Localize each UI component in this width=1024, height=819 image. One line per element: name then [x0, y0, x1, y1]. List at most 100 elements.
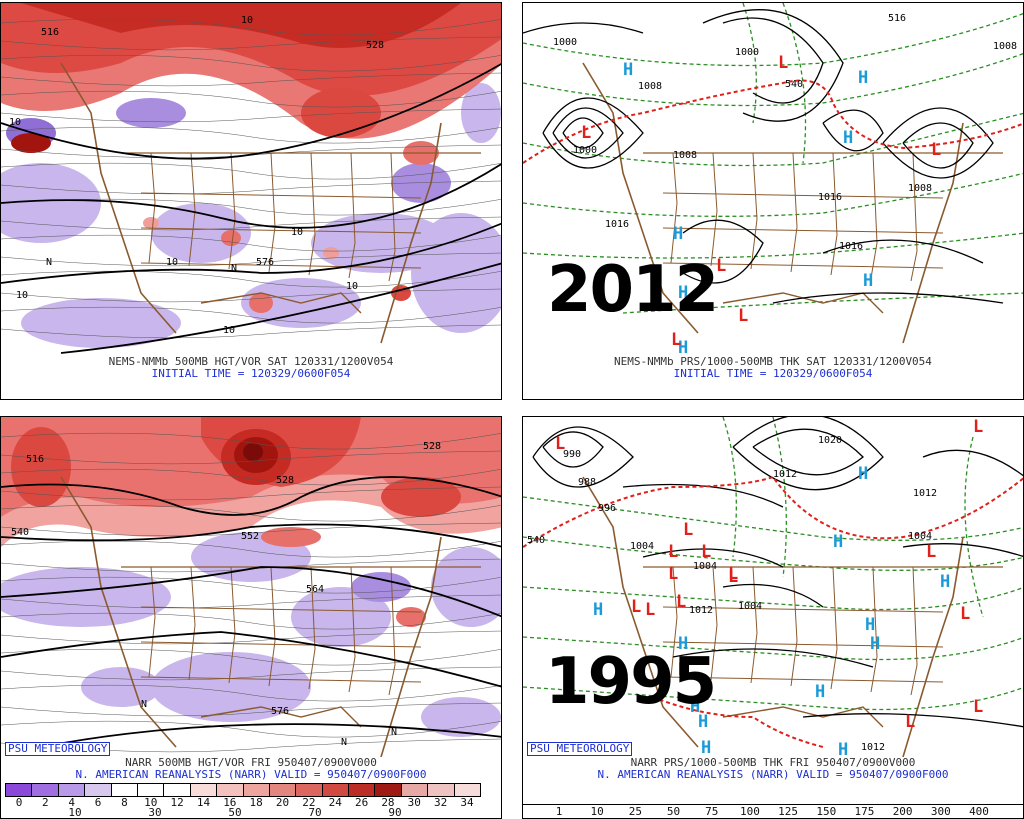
precip-tick-label: 25 [628, 805, 642, 818]
state-border [228, 152, 236, 270]
vorticity-contour [1, 720, 501, 738]
isobar-label: 1008 [908, 183, 932, 194]
vorticity-scale-swatch [217, 784, 244, 796]
state-border [388, 566, 396, 696]
vorticity-contour [1, 108, 501, 123]
state-border [308, 152, 316, 276]
contour-label: 516 [41, 27, 59, 38]
precip-scale-line [523, 804, 1023, 805]
negative-vorticity-region [351, 572, 411, 602]
isobar-label: 996 [598, 503, 616, 514]
state-border [790, 566, 798, 687]
thickness-contour [523, 686, 1023, 711]
vorticity-contour [1, 252, 501, 267]
panel-bottom-right-pressure-thickness: H H H H H H H H H H H H H L L L L L L L L L L L L L L L 990 988 996 102… [522, 416, 1024, 819]
state-border [662, 262, 944, 269]
low-pressure-symbol: L [676, 592, 686, 612]
vorticity-contour [1, 324, 501, 339]
isobar [682, 219, 764, 284]
isobar [552, 107, 624, 159]
high-pressure-symbol: H [678, 283, 688, 303]
isobar [802, 713, 1023, 728]
vorticity-tick-label: 30 [407, 796, 421, 809]
vorticity-contour [1, 594, 501, 609]
vorticity-lower-tick-label: 30 [148, 806, 162, 819]
state-border [140, 262, 422, 269]
540-thickness-line [523, 475, 1023, 548]
negative-vorticity-region [391, 163, 451, 203]
high-pressure-symbol: H [815, 682, 825, 702]
vorticity-tick-label: 26 [354, 796, 369, 809]
vorticity-lower-tick-label: 70 [308, 806, 322, 819]
vorticity-tick-label: 8 [121, 796, 128, 809]
east-coast-line [380, 122, 442, 344]
high-pressure-symbol: H [678, 660, 688, 680]
negative-vorticity-region [151, 203, 251, 263]
precip-tick-label: 200 [892, 805, 913, 818]
low-pressure-symbol: L [716, 256, 726, 276]
caption-top-right-line1: NEMS-NMMb PRS/1000-500MB THK SAT 120331/… [614, 355, 932, 368]
vorticity-contour [1, 234, 501, 252]
low-pressure-symbol: L [931, 140, 941, 160]
state-border [268, 152, 276, 273]
contour-label: 564 [306, 584, 324, 595]
negative-vorticity-region [411, 213, 501, 333]
low-pressure-symbol: L [701, 542, 711, 562]
negative-vorticity-region [116, 98, 186, 128]
state-border [140, 192, 422, 199]
isobar-label: 1000 [735, 47, 759, 58]
vorticity-contour [1, 612, 501, 630]
thickness-contour [722, 417, 737, 558]
contour-label: 576 [271, 706, 289, 717]
isobar [752, 428, 864, 476]
high-pressure-symbol: H [858, 68, 868, 88]
state-border [662, 676, 944, 683]
vorticity-tick-label: 24 [328, 796, 342, 809]
low-pressure-symbol: L [926, 542, 936, 562]
contour-label: 10 [346, 281, 358, 292]
low-pressure-symbol: L [738, 306, 748, 326]
low-pressure-symbol: L [555, 434, 565, 454]
positive-vorticity-region [11, 427, 71, 507]
isobar-label: 1000 [553, 37, 577, 48]
vorticity-contour [1, 216, 501, 231]
vorticity-scale-swatch [243, 784, 270, 796]
vorticity-tick-label: 2 [42, 796, 49, 809]
vorticity-contour [1, 486, 501, 501]
state-border [188, 152, 196, 267]
vorticity-contour [1, 630, 501, 645]
vorticity-contour [1, 648, 501, 666]
vorticity-scale-swatch [454, 784, 481, 796]
vorticity-scale-swatch [32, 784, 59, 796]
contour-label: 10 [9, 117, 21, 128]
high-pressure-symbol: H [843, 128, 853, 148]
precip-tick-label: 1 [555, 805, 563, 818]
gulf-coast-line [200, 292, 362, 314]
vorticity-tick-label: 10 [144, 796, 158, 809]
positive-vorticity-band [21, 3, 461, 48]
isobar-label: 1016 [839, 241, 863, 252]
isobar-label: 988 [578, 477, 596, 488]
state-border [140, 227, 422, 234]
low-pressure-symbol: L [671, 330, 681, 350]
high-pressure-symbol: H [940, 572, 950, 592]
east-coast-line [380, 536, 442, 757]
540-thickness-line [652, 696, 824, 748]
west-coast-line [60, 476, 177, 748]
isobar [642, 548, 784, 568]
high-pressure-symbol: H [690, 697, 700, 717]
west-coast-line [582, 476, 699, 748]
state-border [188, 566, 196, 681]
state-border [710, 152, 718, 267]
vorticity-tick-label: 0 [15, 796, 23, 809]
state-border [148, 152, 156, 264]
isobar [822, 109, 884, 152]
low-pressure-symbol: L [973, 697, 983, 717]
thickness-contour [523, 172, 1023, 217]
negative-vorticity-region [21, 298, 181, 348]
vorticity-contour [1, 36, 501, 51]
height-contour [60, 262, 501, 354]
isobar [542, 431, 604, 468]
thickness-contour [523, 636, 1023, 661]
